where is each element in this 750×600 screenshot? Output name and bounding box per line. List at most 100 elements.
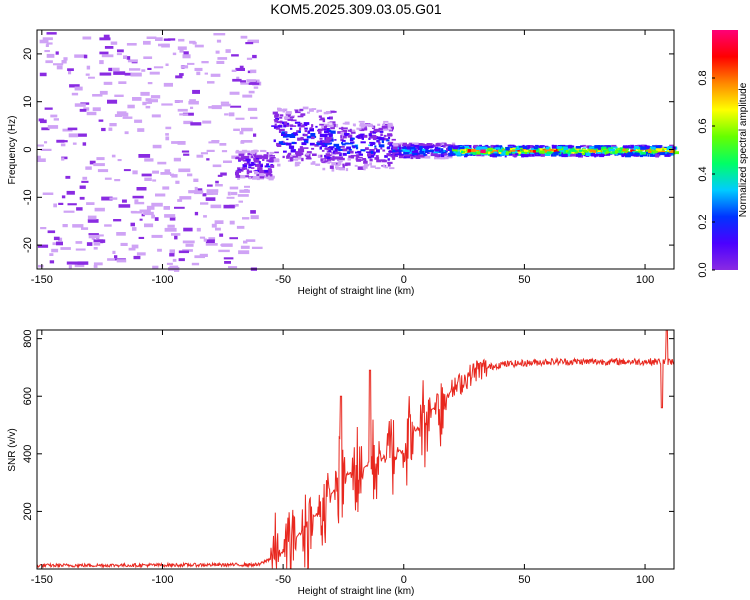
noise-cell (248, 82, 260, 85)
signal-cell (266, 172, 269, 176)
signal-cell (287, 118, 294, 121)
signal-cell (414, 147, 417, 151)
signal-cell (303, 140, 309, 144)
signal-cell (266, 174, 269, 177)
signal-cell (582, 144, 586, 147)
noise-cell (169, 216, 176, 221)
signal-cell (306, 151, 312, 154)
signal-cell (434, 156, 437, 160)
noise-cell (247, 39, 259, 44)
signal-cell (563, 146, 569, 150)
signal-cell (354, 164, 358, 167)
signal-cell (516, 146, 521, 149)
noise-cell (182, 240, 195, 244)
signal-cell (246, 171, 250, 175)
signal-cell (299, 148, 305, 153)
signal-cell (414, 145, 417, 148)
signal-cell (282, 134, 288, 138)
signal-cell (669, 148, 675, 153)
signal-cell (385, 124, 392, 128)
noise-cell (220, 101, 230, 104)
signal-cell (358, 153, 363, 156)
signal-cell (342, 148, 348, 152)
figure-title: KOM5.2025.309.03.05.G01 (270, 1, 441, 17)
signal-cell (539, 148, 543, 151)
noise-cell (151, 234, 163, 238)
signal-cell (599, 153, 605, 158)
signal-cell (673, 151, 676, 154)
signal-cell (515, 153, 519, 156)
signal-cell (448, 153, 452, 156)
signal-cell (360, 125, 366, 128)
noise-cell (129, 68, 141, 71)
signal-cell (627, 152, 634, 156)
noise-cell (143, 211, 154, 216)
signal-cell (331, 162, 337, 166)
signal-cell (304, 130, 308, 133)
signal-cell (521, 154, 524, 158)
noise-cell (60, 143, 66, 147)
signal-cell (399, 154, 403, 158)
signal-cell (296, 162, 300, 167)
noise-cell (239, 131, 244, 135)
signal-cell (281, 132, 287, 136)
signal-cell (259, 169, 265, 174)
signal-cell (328, 124, 334, 128)
signal-cell (387, 122, 393, 126)
noise-cell (122, 199, 127, 203)
signal-cell (342, 129, 347, 133)
signal-cell (283, 124, 287, 128)
signal-cell (470, 152, 473, 155)
noise-cell (152, 265, 159, 269)
signal-cell (499, 149, 503, 152)
signal-cell (287, 159, 292, 162)
noise-cell (74, 263, 85, 268)
signal-cell (277, 163, 281, 167)
signal-cell (537, 148, 541, 150)
signal-cell (395, 151, 402, 155)
signal-cell (479, 147, 485, 152)
signal-cell (418, 154, 425, 158)
signal-cell (520, 153, 523, 156)
noise-cell (144, 158, 154, 162)
signal-cell (256, 173, 261, 177)
snr-y-ticks: 200 400 600 800 (22, 329, 674, 521)
signal-cell (348, 155, 355, 159)
signal-cell (325, 111, 332, 114)
noise-cell (223, 204, 235, 209)
signal-cell (339, 152, 342, 157)
signal-cell (399, 150, 404, 152)
noise-cell (216, 60, 225, 64)
signal-cell (488, 152, 491, 156)
signal-cell (387, 133, 393, 137)
signal-cell (371, 151, 376, 154)
noise-cell (243, 240, 248, 244)
signal-cell (435, 149, 440, 154)
x-tick-label: 0 (401, 574, 407, 586)
noise-cell (71, 92, 79, 96)
x-tick-label: 100 (636, 574, 654, 586)
signal-cell (288, 145, 295, 149)
signal-cell (452, 146, 459, 150)
signal-cell (350, 137, 355, 140)
x-tick-label: -50 (275, 574, 291, 586)
noise-cell (37, 158, 46, 162)
noise-cell (93, 265, 98, 268)
signal-cell (355, 157, 358, 161)
noise-cell (197, 188, 203, 192)
signal-cell (472, 151, 476, 156)
signal-cell (637, 151, 641, 154)
signal-cell (473, 144, 479, 148)
noise-cell (152, 170, 159, 174)
signal-cell (567, 152, 570, 157)
signal-cell (378, 142, 381, 145)
signal-cell (287, 115, 291, 117)
noise-cell (82, 176, 88, 180)
noise-cell (166, 262, 173, 265)
noise-cell (93, 247, 98, 250)
noise-cell (194, 190, 204, 195)
signal-cell (455, 152, 462, 156)
signal-cell (342, 127, 348, 130)
noise-cell (40, 119, 47, 124)
signal-cell (591, 153, 595, 157)
